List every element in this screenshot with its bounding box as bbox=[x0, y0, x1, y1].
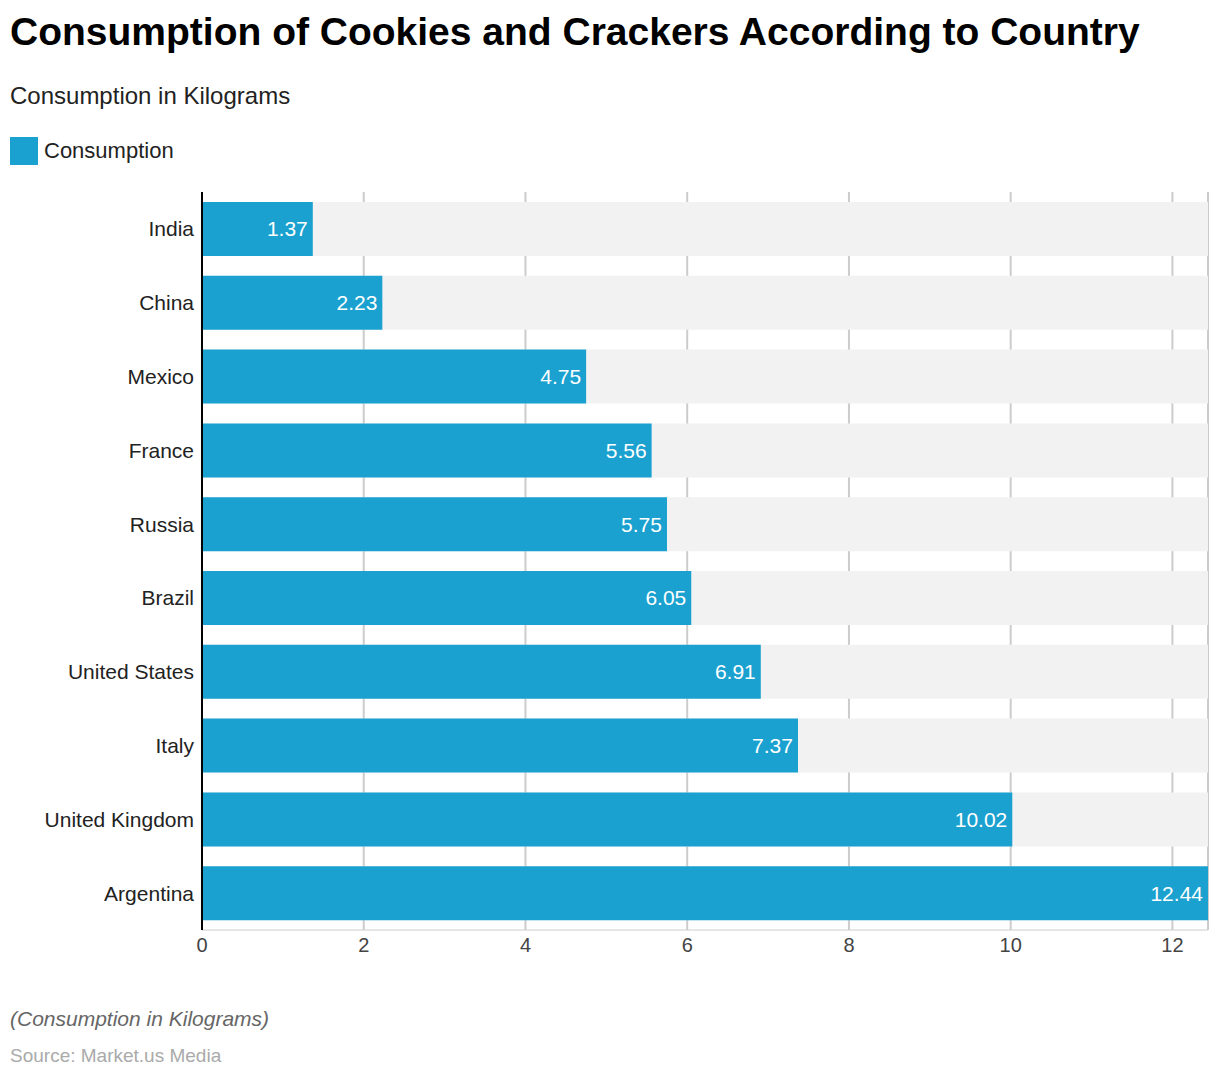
svg-text:India: India bbox=[148, 217, 194, 240]
svg-text:United Kingdom: United Kingdom bbox=[45, 808, 194, 831]
svg-text:6.05: 6.05 bbox=[645, 586, 686, 609]
svg-text:4.75: 4.75 bbox=[540, 365, 581, 388]
svg-text:5.56: 5.56 bbox=[606, 439, 647, 462]
svg-text:Argentina: Argentina bbox=[104, 882, 194, 905]
svg-text:5.75: 5.75 bbox=[621, 513, 662, 536]
svg-text:China: China bbox=[139, 291, 194, 314]
svg-text:12: 12 bbox=[1161, 934, 1183, 956]
svg-text:7.37: 7.37 bbox=[752, 734, 793, 757]
svg-text:Russia: Russia bbox=[130, 513, 195, 536]
svg-text:2: 2 bbox=[358, 934, 369, 956]
svg-text:Mexico: Mexico bbox=[127, 365, 194, 388]
svg-text:12.44: 12.44 bbox=[1150, 882, 1203, 905]
svg-text:8: 8 bbox=[843, 934, 854, 956]
svg-text:6: 6 bbox=[682, 934, 693, 956]
html-text:Source: Market.us Media: Source: Market.us Media bbox=[10, 1045, 222, 1066]
svg-text:2.23: 2.23 bbox=[336, 291, 377, 314]
html-text:Consumption: Consumption bbox=[44, 138, 174, 163]
svg-text:Brazil: Brazil bbox=[141, 586, 194, 609]
svg-text:France: France bbox=[129, 439, 194, 462]
svg-text:1.37: 1.37 bbox=[267, 217, 308, 240]
svg-text:4: 4 bbox=[520, 934, 531, 956]
svg-text:10.02: 10.02 bbox=[955, 808, 1008, 831]
svg-text:Italy: Italy bbox=[155, 734, 194, 757]
svg-text:0: 0 bbox=[196, 934, 207, 956]
html-text:(Consumption in Kilograms): (Consumption in Kilograms) bbox=[10, 1007, 270, 1030]
html-text:Consumption in Kilograms: Consumption in Kilograms bbox=[10, 82, 291, 109]
html-text:Consumption of Cookies and Cra: Consumption of Cookies and Crackers Acco… bbox=[10, 10, 1140, 53]
svg-text:United States: United States bbox=[68, 660, 194, 683]
svg-text:6.91: 6.91 bbox=[715, 660, 756, 683]
svg-text:10: 10 bbox=[1000, 934, 1022, 956]
